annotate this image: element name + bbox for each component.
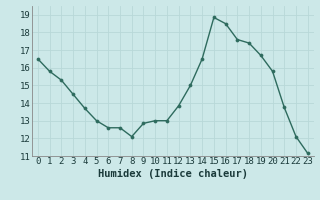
X-axis label: Humidex (Indice chaleur): Humidex (Indice chaleur) bbox=[98, 169, 248, 179]
